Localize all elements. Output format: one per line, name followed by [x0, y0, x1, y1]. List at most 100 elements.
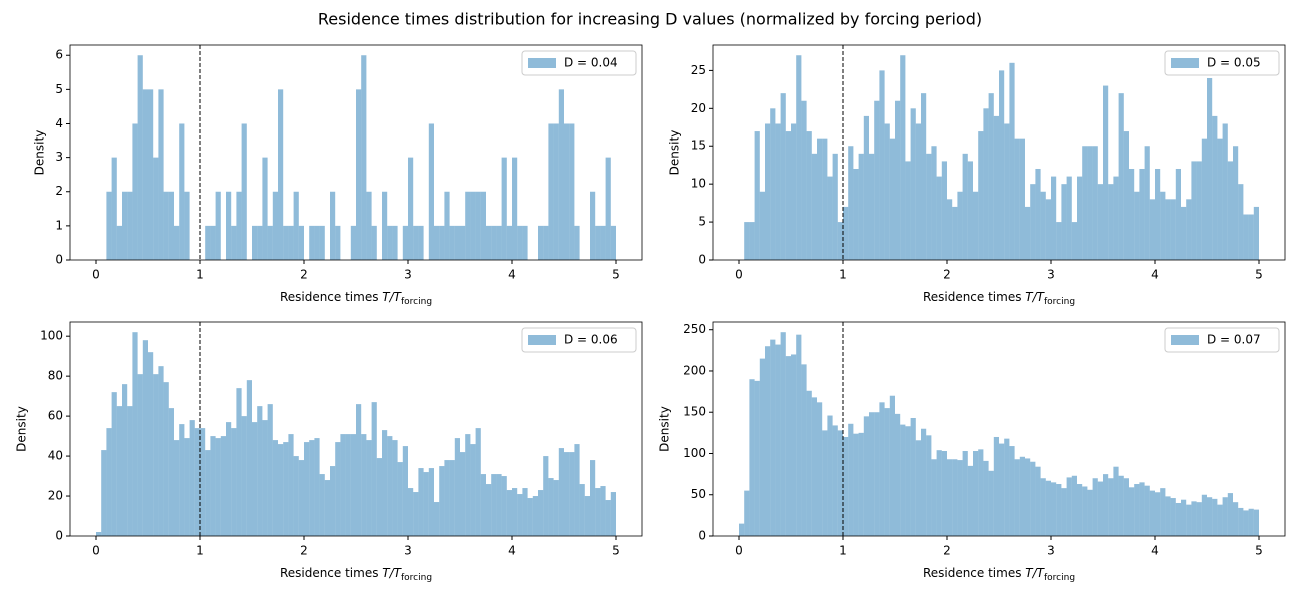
bar — [538, 225, 544, 260]
bar — [538, 490, 544, 536]
bar — [1092, 478, 1098, 536]
bar — [1009, 62, 1015, 260]
bar — [1196, 502, 1202, 536]
bar — [785, 356, 791, 536]
bar — [837, 430, 843, 536]
bar — [811, 397, 817, 536]
bar — [947, 199, 953, 260]
bar — [1212, 498, 1218, 536]
bar — [1170, 199, 1176, 260]
bar — [811, 153, 817, 260]
bar — [293, 456, 299, 536]
bar — [335, 442, 341, 536]
bar — [967, 161, 973, 260]
bar — [574, 444, 580, 536]
bar — [116, 406, 122, 536]
bar — [522, 488, 528, 536]
bar — [335, 225, 341, 260]
bar — [111, 157, 117, 260]
x-tick-label: 4 — [508, 544, 516, 558]
bar — [387, 436, 393, 536]
bar — [796, 55, 802, 260]
y-tick-label: 3 — [55, 150, 63, 164]
bar — [1149, 199, 1155, 260]
bar — [548, 478, 554, 536]
y-tick-label: 15 — [691, 139, 706, 153]
bar — [941, 451, 947, 536]
y-tick-label: 20 — [691, 101, 706, 115]
bar — [1118, 475, 1124, 536]
bar — [936, 176, 942, 260]
bar — [921, 428, 927, 536]
bar — [252, 422, 258, 536]
bar — [910, 108, 916, 260]
bar — [163, 382, 169, 536]
bar — [1061, 488, 1067, 536]
y-axis-label: Density — [658, 406, 672, 452]
bar — [293, 191, 299, 260]
x-tick-label: 4 — [508, 268, 516, 282]
y-tick-label: 1 — [55, 218, 63, 232]
axes-frame — [712, 321, 1286, 537]
x-axis-label-math: T/T — [382, 566, 402, 580]
legend-box — [1164, 327, 1280, 353]
bar — [1201, 494, 1207, 536]
legend-label: D = 0.04 — [564, 56, 618, 70]
bar — [1181, 499, 1187, 536]
bar — [1087, 489, 1093, 536]
bar — [179, 123, 185, 260]
bar — [345, 434, 351, 536]
bar — [941, 161, 947, 260]
bar — [1103, 474, 1109, 536]
bar — [283, 225, 289, 260]
bar — [449, 460, 455, 536]
bar — [1144, 485, 1150, 536]
bar — [564, 452, 570, 536]
y-tick-label: 80 — [48, 369, 63, 383]
bar — [434, 502, 440, 536]
bar — [1051, 176, 1057, 260]
bar — [770, 339, 776, 536]
bar — [1123, 478, 1129, 536]
bar — [1077, 484, 1083, 536]
bar — [806, 131, 812, 260]
bar — [1056, 484, 1062, 536]
bar — [1030, 461, 1036, 536]
x-axis-label-math: T/T — [382, 290, 402, 304]
bar — [817, 402, 823, 536]
bar — [796, 334, 802, 536]
bar — [382, 191, 388, 260]
bar — [402, 225, 408, 260]
bar — [465, 434, 471, 536]
bar — [553, 480, 559, 536]
bar — [413, 225, 419, 260]
bar — [895, 100, 901, 260]
bar — [1222, 123, 1228, 260]
bar — [1040, 478, 1046, 536]
bar — [1139, 482, 1145, 536]
bar — [1134, 484, 1140, 536]
bar — [1207, 77, 1213, 261]
y-tick-label: 10 — [691, 177, 706, 191]
bar — [600, 225, 606, 260]
y-tick-label: 0 — [698, 529, 706, 543]
bar — [371, 225, 377, 260]
bar — [496, 225, 502, 260]
bar — [475, 428, 481, 536]
bar — [1233, 502, 1239, 536]
x-axis-label-text: Residence times — [923, 290, 1025, 304]
y-tick-label: 0 — [698, 253, 706, 267]
bar — [122, 384, 128, 536]
bar — [532, 496, 538, 536]
bar — [1009, 446, 1015, 536]
bar — [496, 474, 502, 536]
bar — [1175, 502, 1181, 536]
bar — [1201, 138, 1207, 260]
bar — [595, 225, 601, 260]
x-axis-label: Residence times T/Tforcing — [923, 566, 1075, 583]
y-tick-label: 20 — [48, 489, 63, 503]
bar — [350, 434, 356, 536]
bar — [278, 89, 284, 260]
bar — [288, 434, 294, 536]
bar — [1160, 191, 1166, 260]
